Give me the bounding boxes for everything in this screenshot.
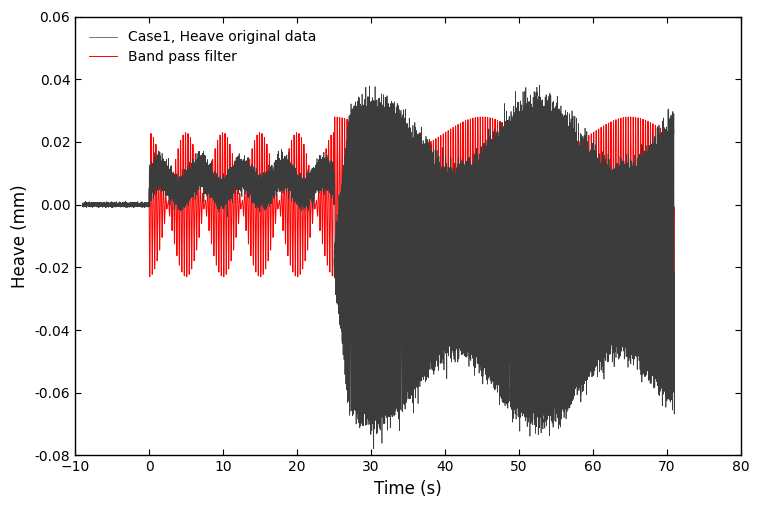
Band pass filter bbox=[253, 241, 263, 247]
Case1, Heave original data bbox=[253, 192, 263, 199]
Legend: Case1, Heave original data, Band pass filter: Case1, Heave original data, Band pass fi… bbox=[82, 23, 323, 71]
Case1, Heave original data bbox=[535, 82, 544, 88]
Band pass filter bbox=[78, 202, 87, 208]
Band pass filter bbox=[523, 135, 532, 141]
Case1, Heave original data bbox=[523, 385, 532, 391]
Band pass filter bbox=[454, 278, 463, 285]
Case1, Heave original data bbox=[78, 201, 87, 207]
Band pass filter bbox=[384, 201, 393, 207]
Case1, Heave original data bbox=[670, 269, 679, 275]
Case1, Heave original data bbox=[454, 168, 463, 174]
Band pass filter bbox=[110, 202, 119, 208]
Y-axis label: Heave (mm): Heave (mm) bbox=[11, 184, 29, 288]
Case1, Heave original data bbox=[369, 446, 378, 452]
Case1, Heave original data bbox=[110, 202, 119, 208]
Band pass filter bbox=[349, 190, 358, 196]
Band pass filter bbox=[626, 114, 635, 120]
Band pass filter bbox=[477, 290, 486, 296]
Line: Case1, Heave original data: Case1, Heave original data bbox=[82, 85, 674, 449]
X-axis label: Time (s): Time (s) bbox=[374, 480, 442, 498]
Band pass filter bbox=[670, 204, 679, 210]
Case1, Heave original data bbox=[384, 410, 393, 416]
Case1, Heave original data bbox=[349, 151, 358, 157]
Line: Band pass filter: Band pass filter bbox=[82, 117, 674, 293]
